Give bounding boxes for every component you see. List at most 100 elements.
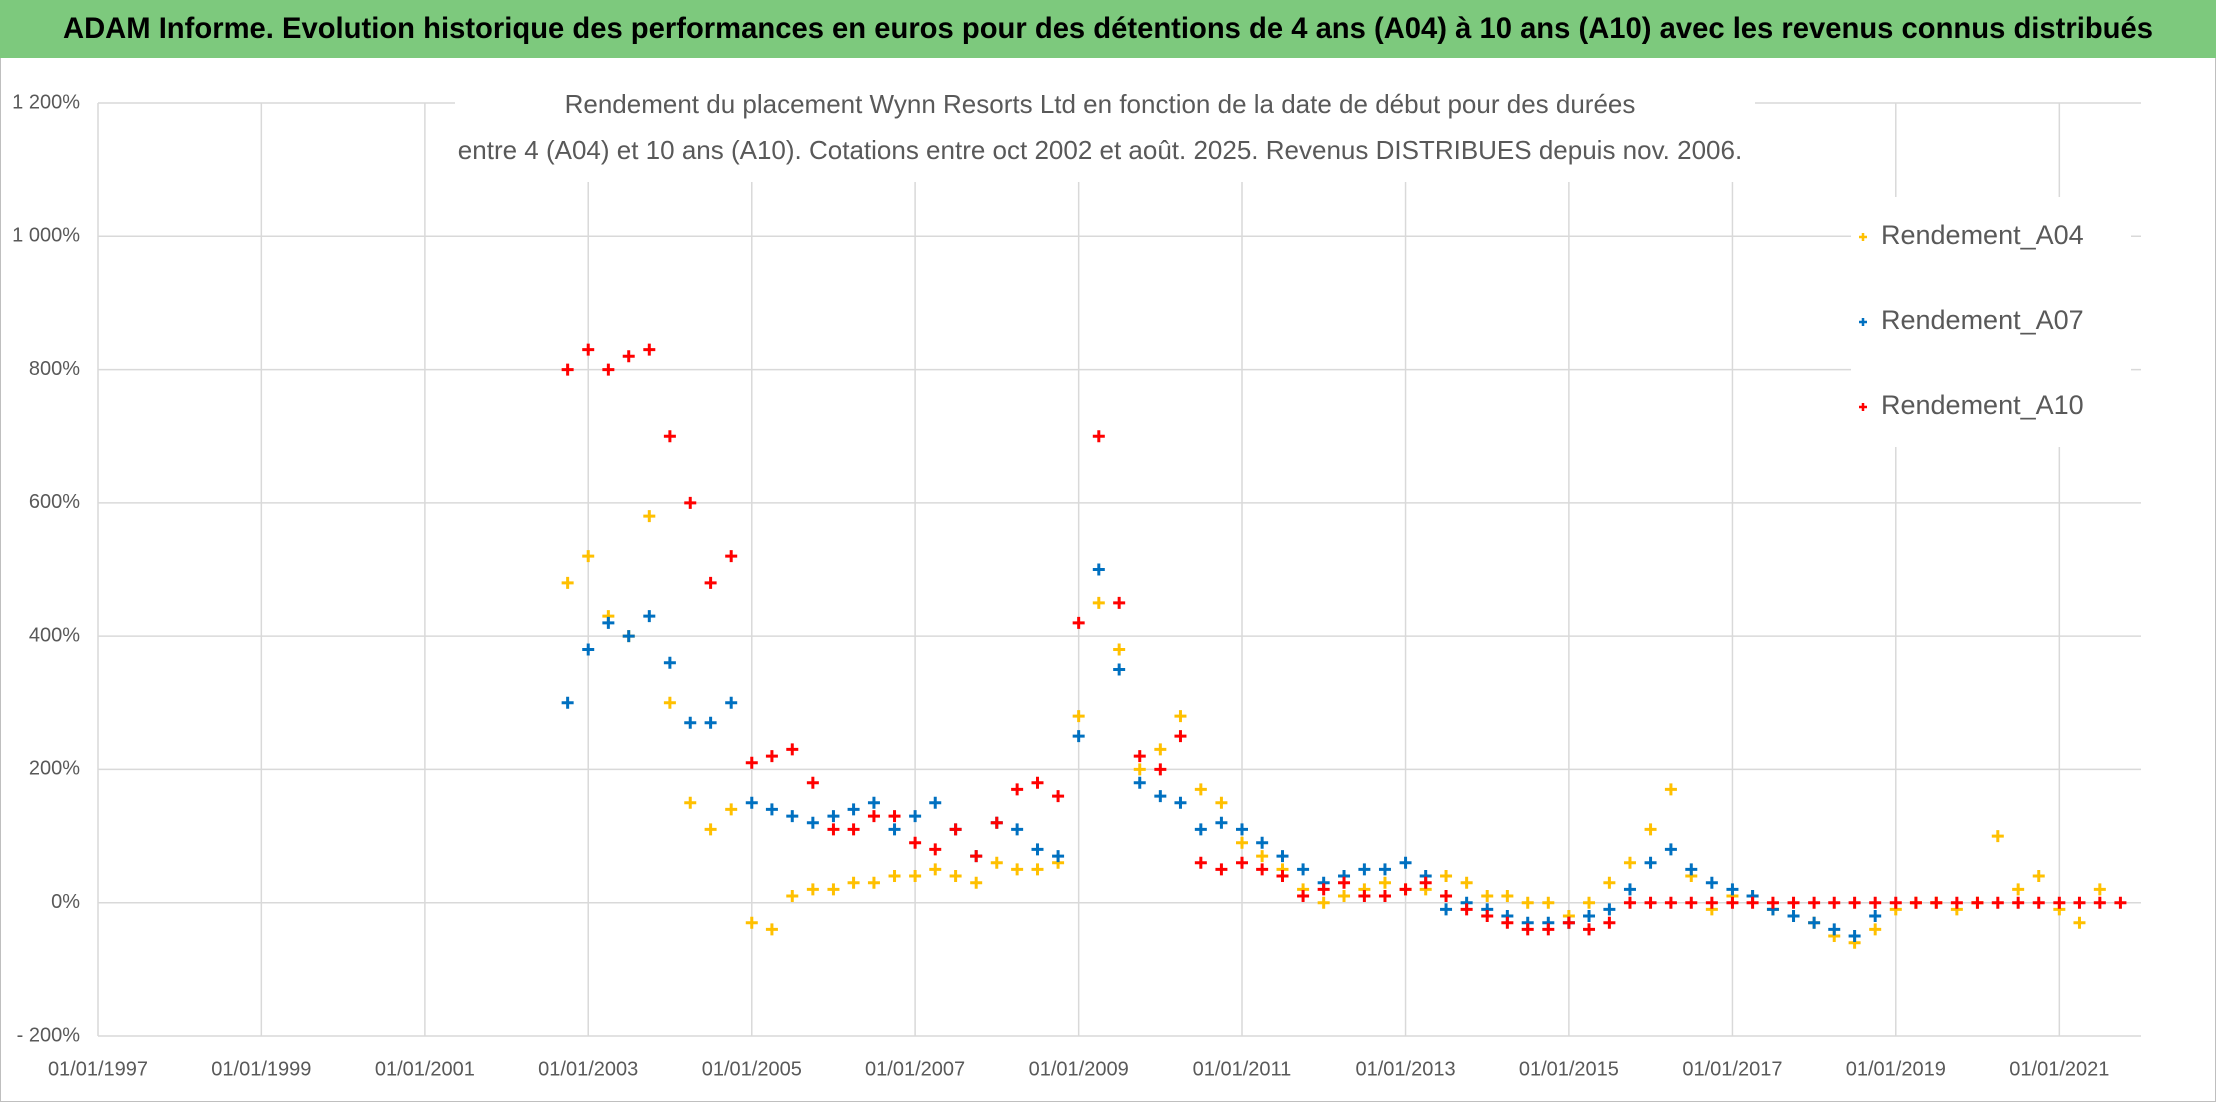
chart-title: entre 4 (A04) et 10 ans (A10). Cotations… [458,135,1742,165]
header-title: ADAM Informe. Evolution historique des p… [63,12,2153,45]
data-point [827,823,840,836]
data-point [867,796,880,809]
plot-area: - 200% 0% 200% 400% 600% 800% 1 000% 1 200% 01/0… [12,91,2141,1080]
x-tick-label: 01/01/2013 [1356,1058,1456,1080]
data-point [1338,876,1351,889]
data-point [1317,883,1330,896]
data-point [909,810,922,823]
data-point [1705,896,1718,909]
x-tick-label: 01/01/2003 [538,1058,638,1080]
data-point [929,843,942,856]
data-point [684,796,697,809]
data-point [1215,863,1228,876]
data-point [1256,850,1269,863]
data-point [704,576,717,589]
data-point [684,716,697,729]
data-point [1378,890,1391,903]
data-point [1521,923,1534,936]
data-point [1787,896,1800,909]
data-point [786,810,799,823]
data-point [1623,883,1636,896]
x-tick-label: 01/01/2021 [2009,1058,2109,1080]
data-point [725,550,738,563]
data-point [1133,750,1146,763]
x-tick-label: 01/01/2019 [1846,1058,1946,1080]
data-point [2093,896,2106,909]
data-point [1705,876,1718,889]
data-point [2093,883,2106,896]
data-point [1583,910,1596,923]
data-point [1276,870,1289,883]
chart-title: Rendement du placement Wynn Resorts Ltd … [565,89,1636,119]
data-point [1174,730,1187,743]
data-point [1113,596,1126,609]
data-point [1419,876,1432,889]
data-point [1092,563,1105,576]
data-point [1828,923,1841,936]
data-point [827,810,840,823]
data-point [663,696,676,709]
y-tick-label: 0% [51,891,80,913]
data-point [1236,836,1248,849]
x-tick-label: 01/01/2011 [1193,1058,1292,1080]
data-point [1808,916,1821,929]
data-point [622,630,635,643]
data-point [990,816,1003,829]
data-point [1950,896,1963,909]
x-tick-label: 01/01/2007 [865,1058,965,1080]
data-point [1521,896,1534,909]
data-point [888,870,901,883]
data-point [1440,870,1453,883]
data-point [1766,896,1779,909]
data-point [1644,856,1657,869]
header-bar [0,0,2216,58]
data-point [1215,816,1228,829]
data-point [2012,896,2025,909]
data-point [643,610,656,623]
legend-marker [1859,318,1867,326]
data-point [1869,896,1882,909]
data-point [1583,923,1596,936]
data-point [806,816,819,829]
x-tick-label: 01/01/2005 [702,1058,802,1080]
data-point [909,870,922,883]
data-point [725,696,738,709]
legend-label: Rendement_A07 [1881,305,2084,335]
legend-label: Rendement_A04 [1881,220,2084,250]
data-point [1194,783,1207,796]
data-point [602,616,615,629]
data-point [561,363,574,376]
data-point [867,810,880,823]
data-point [1297,863,1310,876]
data-point [1623,896,1636,909]
data-point [1031,843,1044,856]
x-tick-label: 01/01/2009 [1029,1058,1129,1080]
data-point [1338,890,1351,903]
data-point [1174,710,1187,723]
data-point [806,776,819,789]
data-point [970,876,983,889]
data-point [1542,896,1555,909]
data-point [684,496,697,509]
data-point [1154,790,1167,803]
data-point [643,343,656,356]
data-point [561,696,574,709]
data-point [745,756,758,769]
y-tick-label: - 200% [17,1024,81,1046]
data-point [1501,890,1514,903]
data-point [1930,896,1943,909]
y-tick-label: 800% [29,358,80,380]
data-point [582,643,595,656]
data-point [663,656,676,669]
data-point [1644,823,1657,836]
data-point [1664,843,1677,856]
data-point [1869,923,1882,936]
data-point [1623,856,1636,869]
data-point [1236,823,1248,836]
data-point [1072,616,1085,629]
data-point [1011,823,1024,836]
data-point [1011,783,1024,796]
data-point [847,803,860,816]
legend-label: Rendement_A10 [1881,390,2084,420]
